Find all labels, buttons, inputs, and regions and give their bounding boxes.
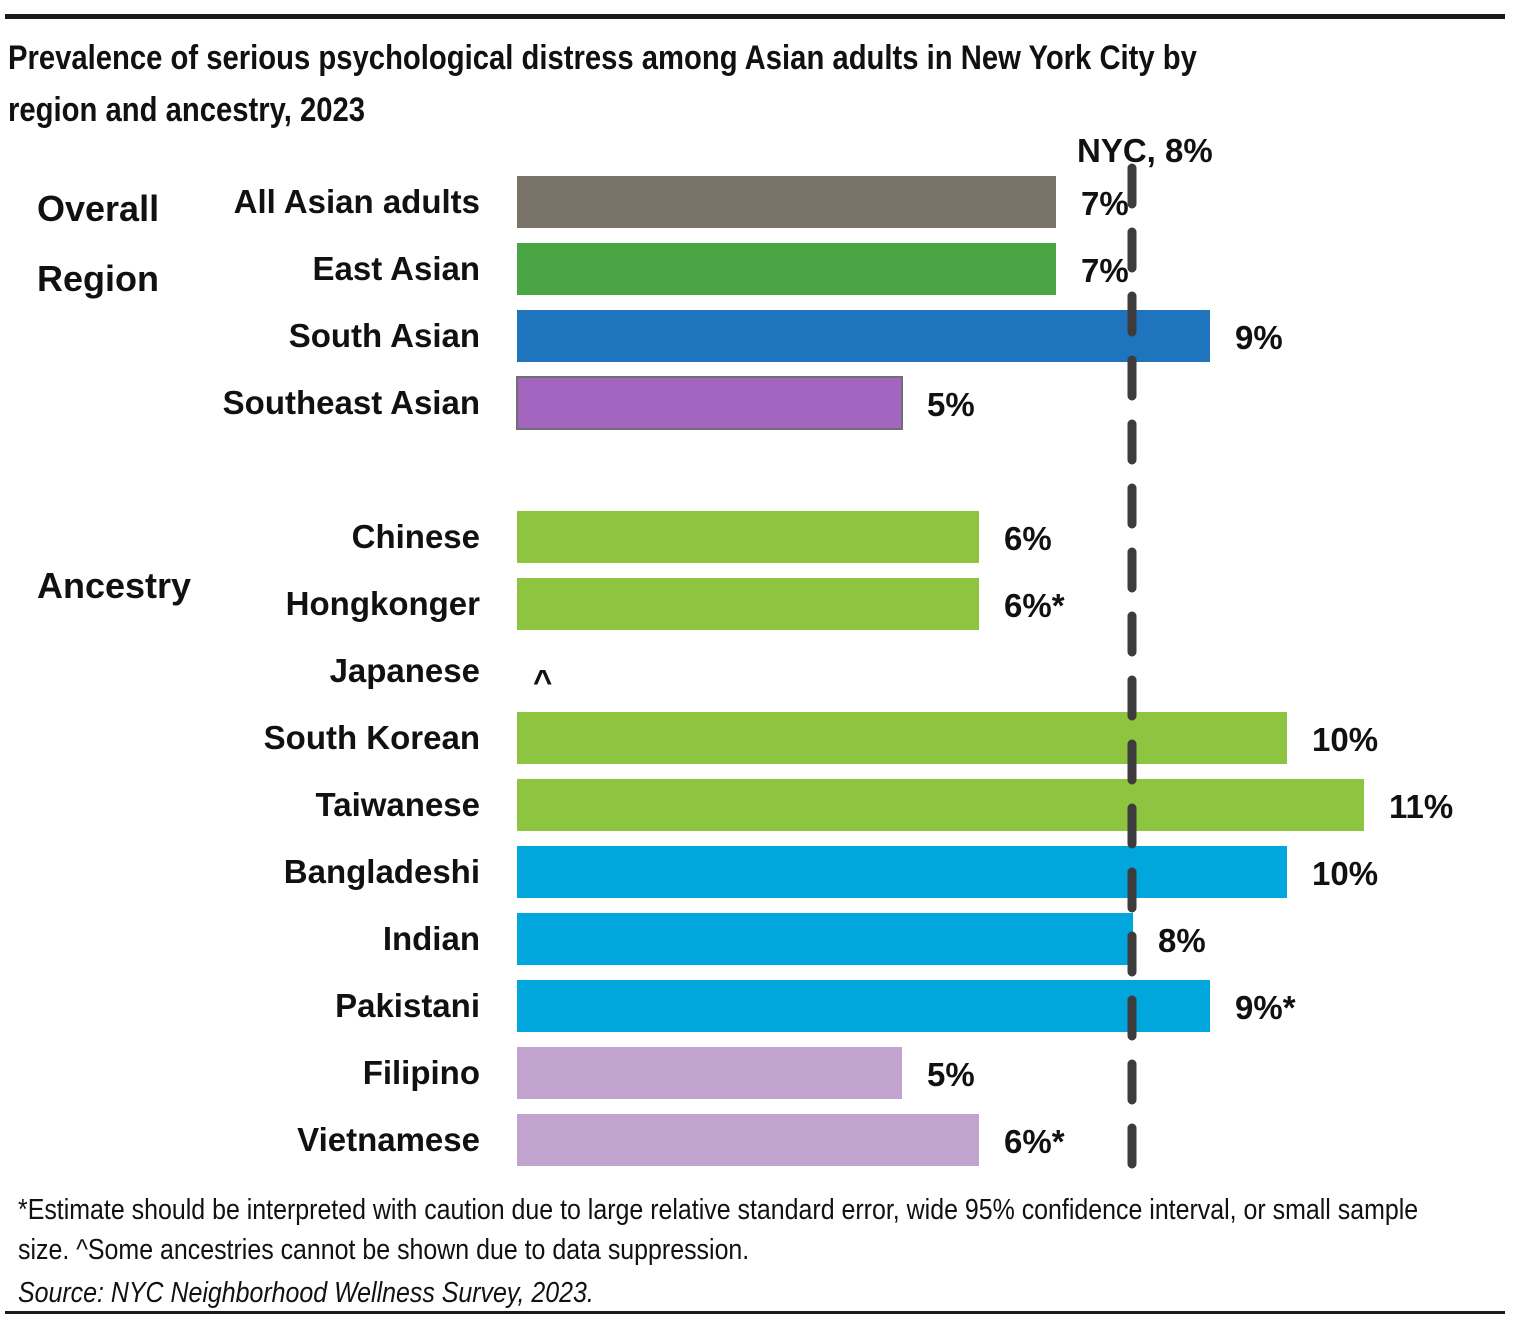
group-label-ancestry: Ancestry xyxy=(37,565,191,606)
category-label-south-korean: South Korean xyxy=(264,719,480,756)
value-label-all-asian-adults: 7% xyxy=(1081,185,1129,222)
category-label-all-asian-adults: All Asian adults xyxy=(234,183,480,220)
value-label-filipino: 5% xyxy=(927,1056,975,1093)
group-label-overall: Overall xyxy=(37,188,159,229)
bar-chinese xyxy=(517,511,979,563)
category-label-southeast-asian: Southeast Asian xyxy=(223,384,480,421)
category-label-pakistani: Pakistani xyxy=(335,987,480,1024)
bar-south-korean xyxy=(517,712,1287,764)
value-label-taiwanese: 11% xyxy=(1389,788,1453,825)
value-label-southeast-asian: 5% xyxy=(927,386,975,423)
source-note: Source: NYC Neighborhood Wellness Survey… xyxy=(18,1277,594,1309)
bar-pakistani xyxy=(517,980,1210,1032)
bar-taiwanese xyxy=(517,779,1364,831)
category-label-bangladeshi: Bangladeshi xyxy=(284,853,480,890)
value-label-south-korean: 10% xyxy=(1312,721,1378,758)
value-label-bangladeshi: 10% xyxy=(1312,855,1378,892)
bar-hongkonger xyxy=(517,578,979,630)
value-label-hongkonger: 6%* xyxy=(1004,587,1065,624)
value-label-vietnamese: 6%* xyxy=(1004,1123,1065,1160)
bar-all-asian-adults xyxy=(517,176,1056,228)
category-label-south-asian: South Asian xyxy=(289,317,480,354)
category-label-east-asian: East Asian xyxy=(312,250,480,287)
value-label-chinese: 6% xyxy=(1004,520,1052,557)
bottom-rule xyxy=(5,1311,1505,1314)
bar-vietnamese xyxy=(517,1114,979,1166)
value-label-pakistani: 9%* xyxy=(1235,989,1296,1026)
category-label-taiwanese: Taiwanese xyxy=(316,786,480,823)
category-label-hongkonger: Hongkonger xyxy=(286,585,480,622)
value-label-indian: 8% xyxy=(1158,922,1206,959)
chart-title: Prevalence of serious psychological dist… xyxy=(8,39,1197,129)
category-label-filipino: Filipino xyxy=(363,1054,480,1091)
category-label-vietnamese: Vietnamese xyxy=(297,1121,480,1158)
bar-east-asian xyxy=(517,243,1056,295)
category-label-indian: Indian xyxy=(383,920,480,957)
bar-southeast-asian xyxy=(516,376,903,430)
category-label-japanese: Japanese xyxy=(330,652,480,689)
suppressed-marker-japanese: ^ xyxy=(533,663,552,700)
group-label-region: Region xyxy=(37,258,159,299)
value-label-east-asian: 7% xyxy=(1081,252,1129,289)
value-label-south-asian: 9% xyxy=(1235,319,1283,356)
footnote: *Estimate should be interpreted with cau… xyxy=(18,1194,1419,1266)
bar-bangladeshi xyxy=(517,846,1287,898)
category-label-chinese: Chinese xyxy=(352,518,480,555)
bar-filipino xyxy=(517,1047,902,1099)
top-rule xyxy=(5,14,1505,19)
bar-south-asian xyxy=(517,310,1210,362)
reference-line-label: NYC, 8% xyxy=(1077,132,1213,169)
bar-indian xyxy=(517,913,1133,965)
